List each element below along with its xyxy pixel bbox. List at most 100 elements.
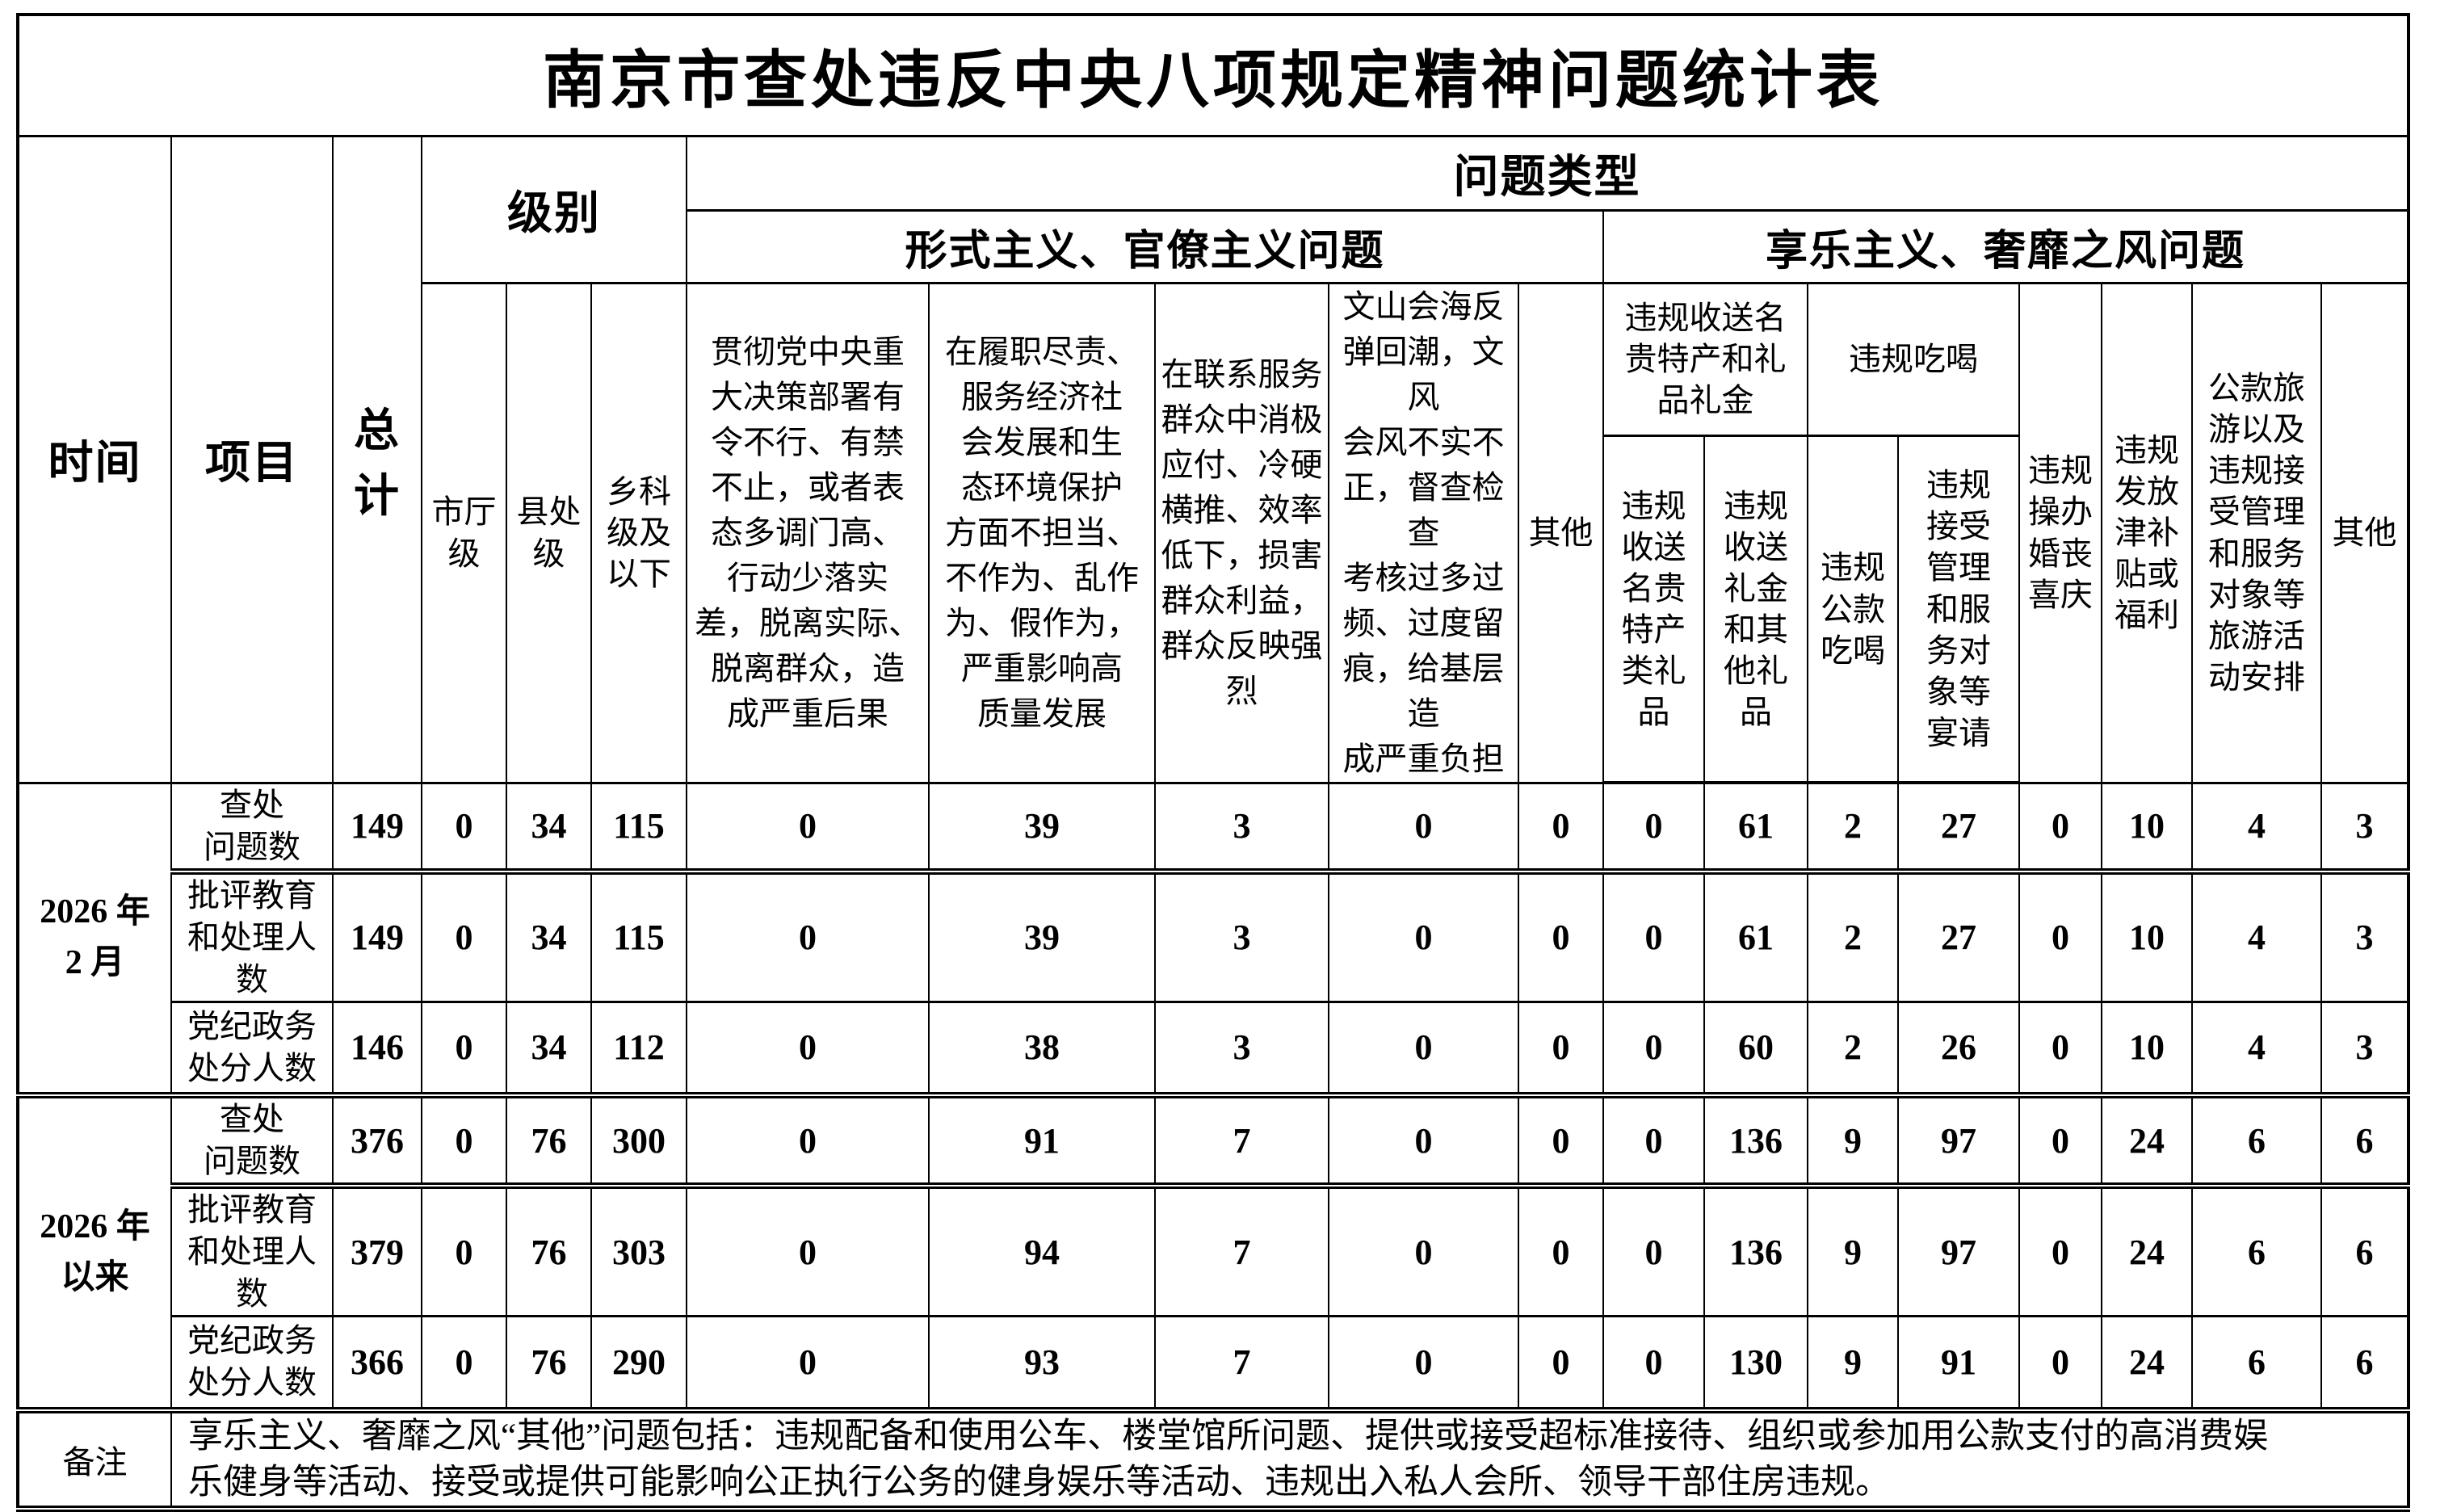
value-cell: 0	[1328, 1184, 1519, 1317]
value-cell: 34	[506, 870, 592, 1003]
value-cell: 2	[1807, 1000, 1899, 1098]
table-row: 批评教育 和处理人 数 379 0 76 303 0 94 7 0 0 0 13…	[18, 1184, 2410, 1317]
col-header-cash-gifts: 违规 收送 礼金 和其 他礼 品	[1703, 435, 1808, 785]
col-header-total: 总 计	[332, 134, 422, 784]
value-cell: 0	[2018, 781, 2102, 875]
value-cell: 2	[1807, 870, 1899, 1003]
value-cell: 0	[2018, 870, 2102, 1003]
value-cell: 93	[928, 1315, 1156, 1413]
remark-row: 备注 享乐主义、奢靡之风“其他”问题包括：违规配备和使用公车、楼堂馆所问题、提供…	[17, 1408, 2410, 1512]
value-cell: 6	[2191, 1094, 2322, 1189]
value-cell: 0	[2018, 1315, 2102, 1413]
value-cell: 39	[928, 870, 1156, 1003]
col-header-formalism-2: 在履职尽责、 服务经济社 会发展和生 态环境保护 方面不担当、 不作为、乱作 为…	[928, 281, 1156, 784]
row-label: 党纪政务 处分人数	[170, 1000, 334, 1098]
value-cell: 6	[2320, 1094, 2410, 1189]
value-cell: 0	[2018, 1184, 2102, 1317]
value-cell: 4	[2191, 781, 2322, 875]
value-cell: 76	[506, 1315, 592, 1413]
period-label: 2026 年 2 月	[17, 781, 172, 1098]
value-cell: 34	[506, 1000, 592, 1098]
value-cell: 0	[2018, 1000, 2102, 1098]
row-label: 批评教育 和处理人 数	[170, 1184, 334, 1317]
value-cell: 0	[686, 1184, 930, 1317]
value-cell: 300	[590, 1094, 687, 1189]
value-cell: 10	[2101, 781, 2193, 875]
row-label: 党纪政务 处分人数	[170, 1315, 334, 1413]
value-cell: 366	[332, 1315, 422, 1413]
value-cell: 24	[2101, 1094, 2193, 1189]
value-cell: 38	[928, 1000, 1156, 1098]
value-cell: 3	[2320, 781, 2410, 875]
value-cell: 34	[506, 781, 592, 875]
col-header-banquet-invitations: 违规 接受 管理 和服 务对 象等 宴请	[1897, 435, 2020, 785]
value-cell: 6	[2320, 1315, 2410, 1413]
col-header-formalism-other: 其他	[1518, 281, 1604, 784]
value-cell: 0	[421, 1000, 507, 1098]
value-cell: 3	[2320, 870, 2410, 1003]
col-header-formalism-group: 形式主义、官僚主义问题	[686, 208, 1604, 284]
value-cell: 0	[1328, 1315, 1519, 1413]
value-cell: 0	[1518, 1184, 1604, 1317]
header-row-2: 形式主义、官僚主义问题 享乐主义、奢靡之风问题	[18, 208, 2410, 284]
table-row: 2026 年 以来 查处 问题数 376 0 76 300 0 91 7 0 0…	[17, 1094, 2410, 1413]
value-cell: 2	[1807, 781, 1899, 875]
col-header-level-group: 级别	[421, 134, 687, 284]
value-cell: 0	[1518, 1000, 1604, 1098]
row-label: 查处 问题数	[170, 1094, 334, 1189]
value-cell: 10	[2101, 870, 2193, 1003]
value-cell: 0	[421, 1184, 507, 1317]
table-row: 2026 年 2 月 查处 问题数 149 0 34 115 0 39 3 0 …	[17, 781, 2410, 1098]
value-cell: 10	[2101, 1000, 2193, 1098]
remark-label: 备注	[17, 1408, 172, 1512]
value-cell: 7	[1154, 1094, 1329, 1189]
page: 南京市查处违反中央八项规定精神问题统计表 时间 项目 总 计 级别 问题类型 形…	[16, 13, 2411, 1512]
value-cell: 76	[506, 1184, 592, 1317]
value-cell: 0	[421, 1315, 507, 1413]
value-cell: 376	[332, 1094, 422, 1189]
table-row: 党纪政务 处分人数 366 0 76 290 0 93 7 0 0 0 130 …	[18, 1315, 2410, 1413]
value-cell: 76	[506, 1094, 592, 1189]
col-header-hedonism-other: 其他	[2320, 281, 2410, 784]
col-header-dining-group: 违规吃喝	[1807, 281, 2020, 438]
value-cell: 0	[1602, 1000, 1705, 1098]
value-cell: 0	[421, 781, 507, 875]
col-header-allowances: 违规 发放 津补 贴或 福利	[2101, 281, 2193, 784]
value-cell: 0	[686, 1000, 930, 1098]
value-cell: 146	[332, 1000, 422, 1098]
col-header-weddings-funerals: 违规 操办 婚丧 喜庆	[2018, 281, 2102, 784]
period-label: 2026 年 以来	[17, 1094, 172, 1413]
value-cell: 0	[686, 1315, 930, 1413]
col-header-level-city: 市厅 级	[421, 281, 507, 784]
value-cell: 6	[2320, 1184, 2410, 1317]
value-cell: 0	[1328, 781, 1519, 875]
value-cell: 9	[1807, 1184, 1899, 1317]
value-cell: 0	[686, 781, 930, 875]
header-row-3: 市厅 级 县处 级 乡科 级及 以下 贯彻党中央重 大决策部署有 令不行、有禁 …	[18, 281, 2410, 784]
value-cell: 3	[1154, 781, 1329, 875]
value-cell: 3	[2320, 1000, 2410, 1098]
value-cell: 112	[590, 1000, 687, 1098]
remark-text: 享乐主义、奢靡之风“其他”问题包括：违规配备和使用公车、楼堂馆所问题、提供或接受…	[170, 1408, 2410, 1512]
col-header-formalism-4: 文山会海反 弹回潮，文风 会风不实不 正，督查检查 考核过多过 频、过度留 痕，…	[1328, 281, 1519, 784]
header-row-4: 违规 收送 名贵 特产 类礼 品 违规 收送 礼金 和其 他礼 品 违规 公款 …	[18, 435, 2409, 785]
value-cell: 0	[1518, 870, 1604, 1003]
value-cell: 0	[686, 1094, 930, 1189]
col-header-item: 项目	[170, 134, 334, 784]
col-header-hedonism-group: 享乐主义、奢靡之风问题	[1602, 208, 2410, 284]
value-cell: 290	[590, 1315, 687, 1413]
value-cell: 0	[1602, 781, 1705, 875]
value-cell: 0	[421, 1094, 507, 1189]
value-cell: 136	[1703, 1094, 1808, 1189]
page-title: 南京市查处违反中央八项规定精神问题统计表	[16, 13, 2410, 137]
col-header-public-funded-travel: 公款旅 游以及 违规接 受管理 和服务 对象等 旅游活 动安排	[2191, 281, 2322, 784]
value-cell: 0	[1602, 1315, 1705, 1413]
value-cell: 7	[1154, 1184, 1329, 1317]
header-row-1: 时间 项目 总 计 级别 问题类型	[17, 134, 2410, 784]
value-cell: 6	[2191, 1184, 2322, 1317]
value-cell: 0	[1328, 1094, 1519, 1189]
value-cell: 91	[928, 1094, 1156, 1189]
value-cell: 3	[1154, 1000, 1329, 1098]
value-cell: 97	[1897, 1184, 2020, 1317]
value-cell: 130	[1703, 1315, 1808, 1413]
